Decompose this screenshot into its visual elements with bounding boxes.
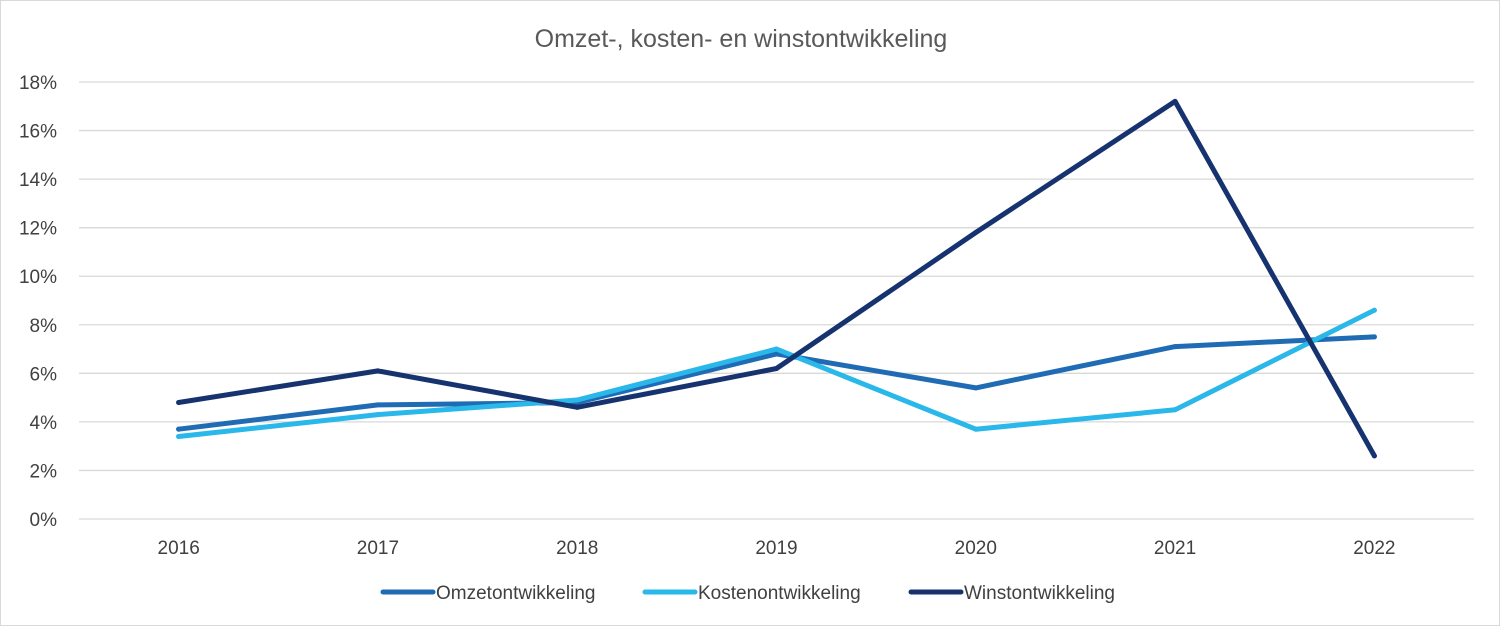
series-lines <box>176 98 1377 459</box>
data-point <box>1172 98 1178 104</box>
x-tick-label: 2019 <box>755 538 797 559</box>
legend: Omzetontwikkeling Kostenontwikkeling Winst… <box>380 583 1115 604</box>
y-tick-label: 10% <box>19 267 57 288</box>
legend-label: Winstontwikkeling <box>964 583 1115 604</box>
data-point <box>1371 334 1377 340</box>
x-tick-label: 2021 <box>1154 538 1196 559</box>
data-point <box>176 433 182 439</box>
x-tick-label: 2017 <box>357 538 399 559</box>
series-line-winstontwikkeling <box>176 98 1377 459</box>
data-point <box>774 346 779 352</box>
data-point <box>1172 407 1178 413</box>
y-tick-label: 14% <box>19 170 57 191</box>
data-point <box>774 351 779 357</box>
data-point <box>375 412 381 418</box>
legend-label: Kostenontwikkeling <box>698 583 861 604</box>
chart-title: Omzet-, kosten- en winstontwikkeling <box>535 25 948 53</box>
data-point <box>973 385 979 391</box>
gridlines <box>79 81 1474 520</box>
data-point <box>1371 307 1377 313</box>
data-point <box>973 230 979 236</box>
y-axis-ticks: 0% 2% 4% 6% 8% 10% 12% 14% 16% 18% <box>19 73 57 531</box>
y-tick-label: 2% <box>30 461 58 482</box>
data-point <box>574 397 580 403</box>
data-point <box>375 402 381 408</box>
y-tick-label: 18% <box>19 73 57 94</box>
y-tick-label: 8% <box>30 316 58 337</box>
data-point <box>176 426 182 432</box>
data-point <box>774 365 779 371</box>
data-point <box>1172 344 1178 350</box>
data-point <box>1371 453 1377 459</box>
x-axis-ticks: 2016 2017 2018 2019 2020 2021 2022 <box>158 538 1396 559</box>
data-point <box>375 368 381 374</box>
x-tick-label: 2020 <box>955 538 997 559</box>
y-tick-label: 6% <box>30 364 58 385</box>
x-tick-label: 2022 <box>1353 538 1395 559</box>
y-tick-label: 12% <box>19 219 57 240</box>
y-tick-label: 4% <box>30 413 58 434</box>
legend-label: Omzetontwikkeling <box>436 583 595 604</box>
x-tick-label: 2018 <box>556 538 598 559</box>
data-point <box>574 404 580 410</box>
y-tick-label: 0% <box>30 510 58 531</box>
data-point <box>176 399 182 405</box>
x-tick-label: 2016 <box>158 538 200 559</box>
data-point <box>973 426 979 432</box>
y-tick-label: 16% <box>19 122 57 143</box>
